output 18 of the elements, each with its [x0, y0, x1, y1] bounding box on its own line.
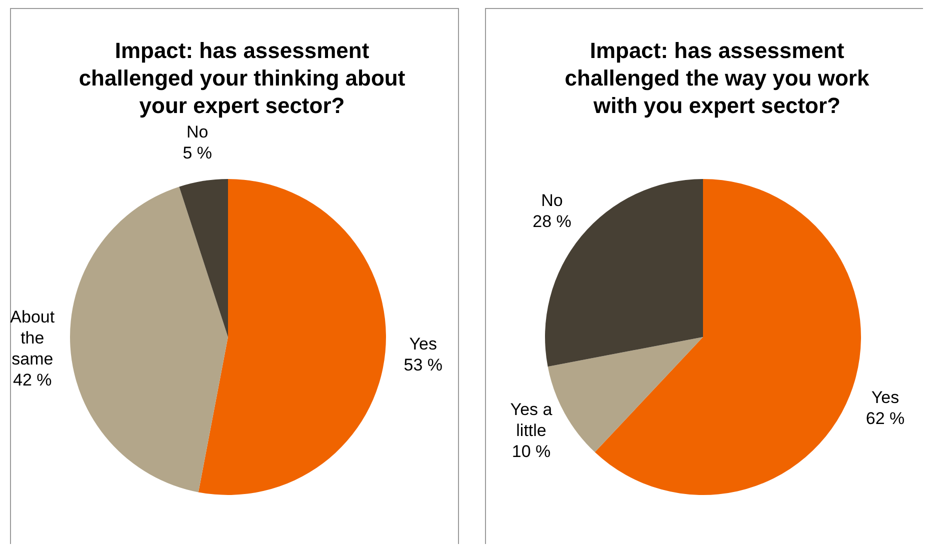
data-label: 62 % [866, 409, 905, 428]
slice-label: Yes [409, 334, 437, 354]
pie-slice [70, 186, 228, 492]
chart-title: Impact: has assessment challenged your thinking about your expert sector? [78, 38, 406, 118]
data-label: 5 % [182, 143, 212, 162]
pie-slice [179, 179, 228, 337]
pie-slice [198, 179, 386, 495]
slice-label: About the same [10, 307, 55, 368]
data-label: 28 % [532, 212, 572, 232]
slice-label: Yes a little [510, 400, 553, 440]
data-label: 42 % [13, 370, 52, 390]
slice-label: No [541, 191, 563, 210]
slice-label: Yes [871, 388, 900, 408]
data-label: 10 % [512, 442, 551, 461]
chart-title: Impact: has assessment challenged the way you work with you expert sector? [564, 38, 870, 118]
data-label: 53 % [404, 355, 443, 374]
pie-slice [594, 179, 861, 495]
slice-label: No [186, 122, 208, 142]
